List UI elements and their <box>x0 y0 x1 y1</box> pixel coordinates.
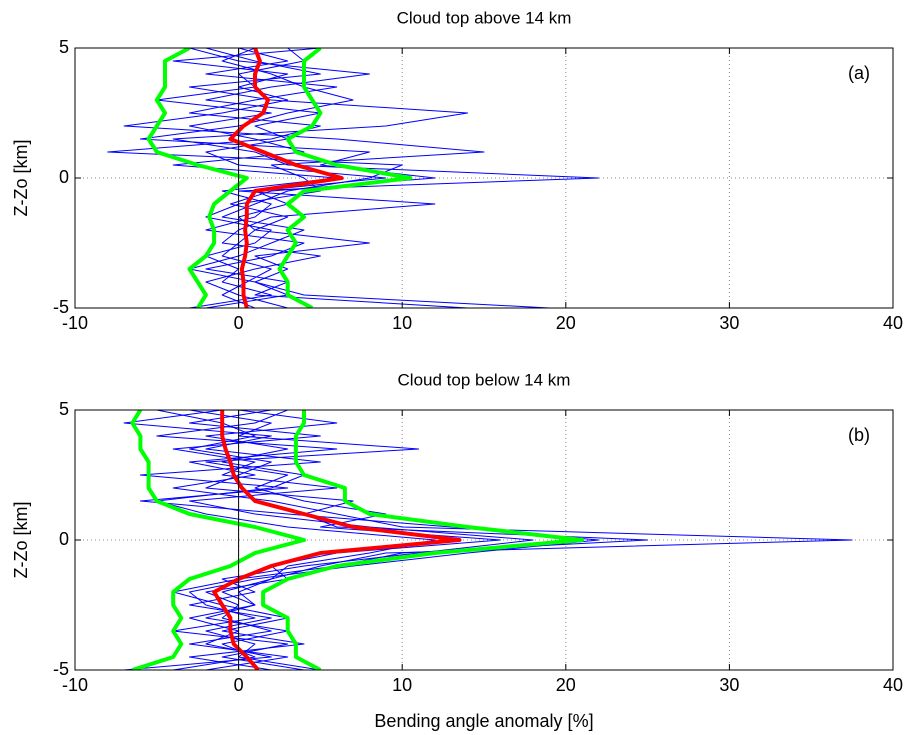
y-tick-label: 0 <box>59 529 69 549</box>
panel-label: (b) <box>848 425 870 445</box>
chart-title: Cloud top below 14 km <box>398 370 571 389</box>
panel-label: (a) <box>848 63 870 83</box>
profile-line <box>123 48 485 308</box>
y-tick-label: -5 <box>53 297 69 317</box>
x-tick-label: 0 <box>234 675 244 695</box>
y-tick-label: -5 <box>53 659 69 679</box>
y-axis-label: Z-Zo [km] <box>11 140 31 217</box>
y-axis-label: Z-Zo [km] <box>11 502 31 579</box>
chart-title: Cloud top above 14 km <box>397 8 572 27</box>
x-tick-label: 0 <box>234 313 244 333</box>
profile-line <box>156 410 649 670</box>
profile-line <box>277 48 413 308</box>
profile-line <box>261 410 585 670</box>
profile-line <box>189 410 501 670</box>
x-tick-label: 10 <box>392 675 412 695</box>
x-tick-label: -10 <box>62 675 88 695</box>
profile-line <box>189 48 550 308</box>
y-tick-label: 5 <box>59 37 69 57</box>
x-tick-label: 20 <box>556 675 576 695</box>
x-tick-label: 30 <box>719 675 739 695</box>
plot-area <box>123 410 853 670</box>
profile-line <box>107 48 403 308</box>
profile-line <box>124 410 853 670</box>
profile-line <box>146 48 249 308</box>
plot-area <box>107 48 599 308</box>
x-tick-label: 40 <box>883 675 903 695</box>
profile-line <box>139 48 436 308</box>
profile-line <box>172 410 534 670</box>
profile-line <box>156 410 436 670</box>
x-tick-label: 20 <box>556 313 576 333</box>
profile-line <box>123 410 599 670</box>
x-axis-label: Bending angle anomaly [%] <box>374 711 593 731</box>
x-tick-label: 30 <box>719 313 739 333</box>
y-tick-label: 0 <box>59 167 69 187</box>
profile-line <box>130 410 306 670</box>
x-tick-label: -10 <box>62 313 88 333</box>
profile-line <box>228 48 344 308</box>
x-tick-label: 40 <box>883 313 903 333</box>
x-tick-label: 10 <box>392 313 412 333</box>
y-tick-label: 5 <box>59 399 69 419</box>
profile-line <box>212 410 462 670</box>
